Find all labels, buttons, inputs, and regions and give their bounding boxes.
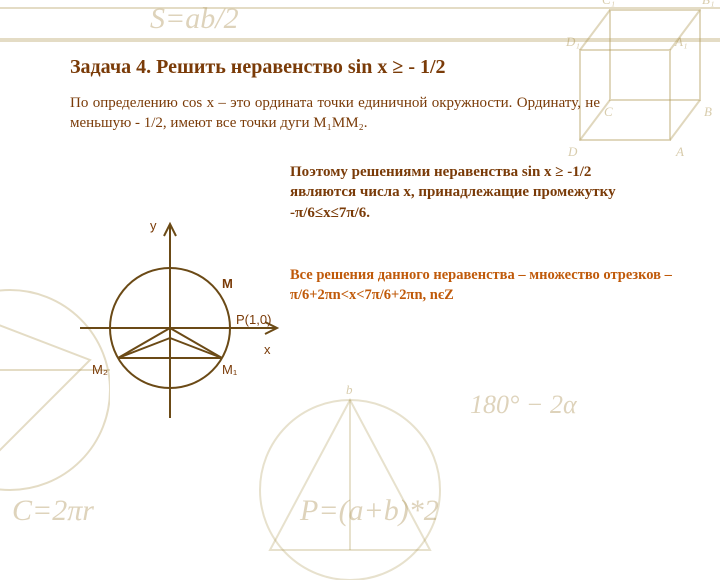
label-M: M	[222, 276, 233, 291]
svg-text:B₁: B₁	[702, 0, 714, 7]
label-x: x	[264, 342, 271, 357]
content-card: Задача 4. Решить неравенство sin x ≥ - 1…	[40, 42, 702, 480]
label-P: P(1,0)	[236, 312, 271, 327]
label-y: y	[150, 218, 157, 233]
problem-title: Задача 4. Решить неравенство sin x ≥ - 1…	[70, 56, 680, 79]
paragraph-3: Все решения данного неравенства – множес…	[290, 266, 700, 305]
diagram-svg	[50, 218, 290, 438]
svg-text:B: B	[704, 104, 712, 119]
label-M1: M₁	[222, 362, 237, 377]
unit-circle-diagram: y x M P(1,0) M₁ M₂	[50, 218, 290, 438]
paragraph-1: По определению cos x – это ордината точк…	[70, 93, 600, 134]
label-M2: M₂	[92, 362, 108, 377]
paragraph-2: Поэтому решениями неравенства sin x ≥ -1…	[290, 162, 660, 223]
svg-text:C₁: C₁	[602, 0, 615, 7]
